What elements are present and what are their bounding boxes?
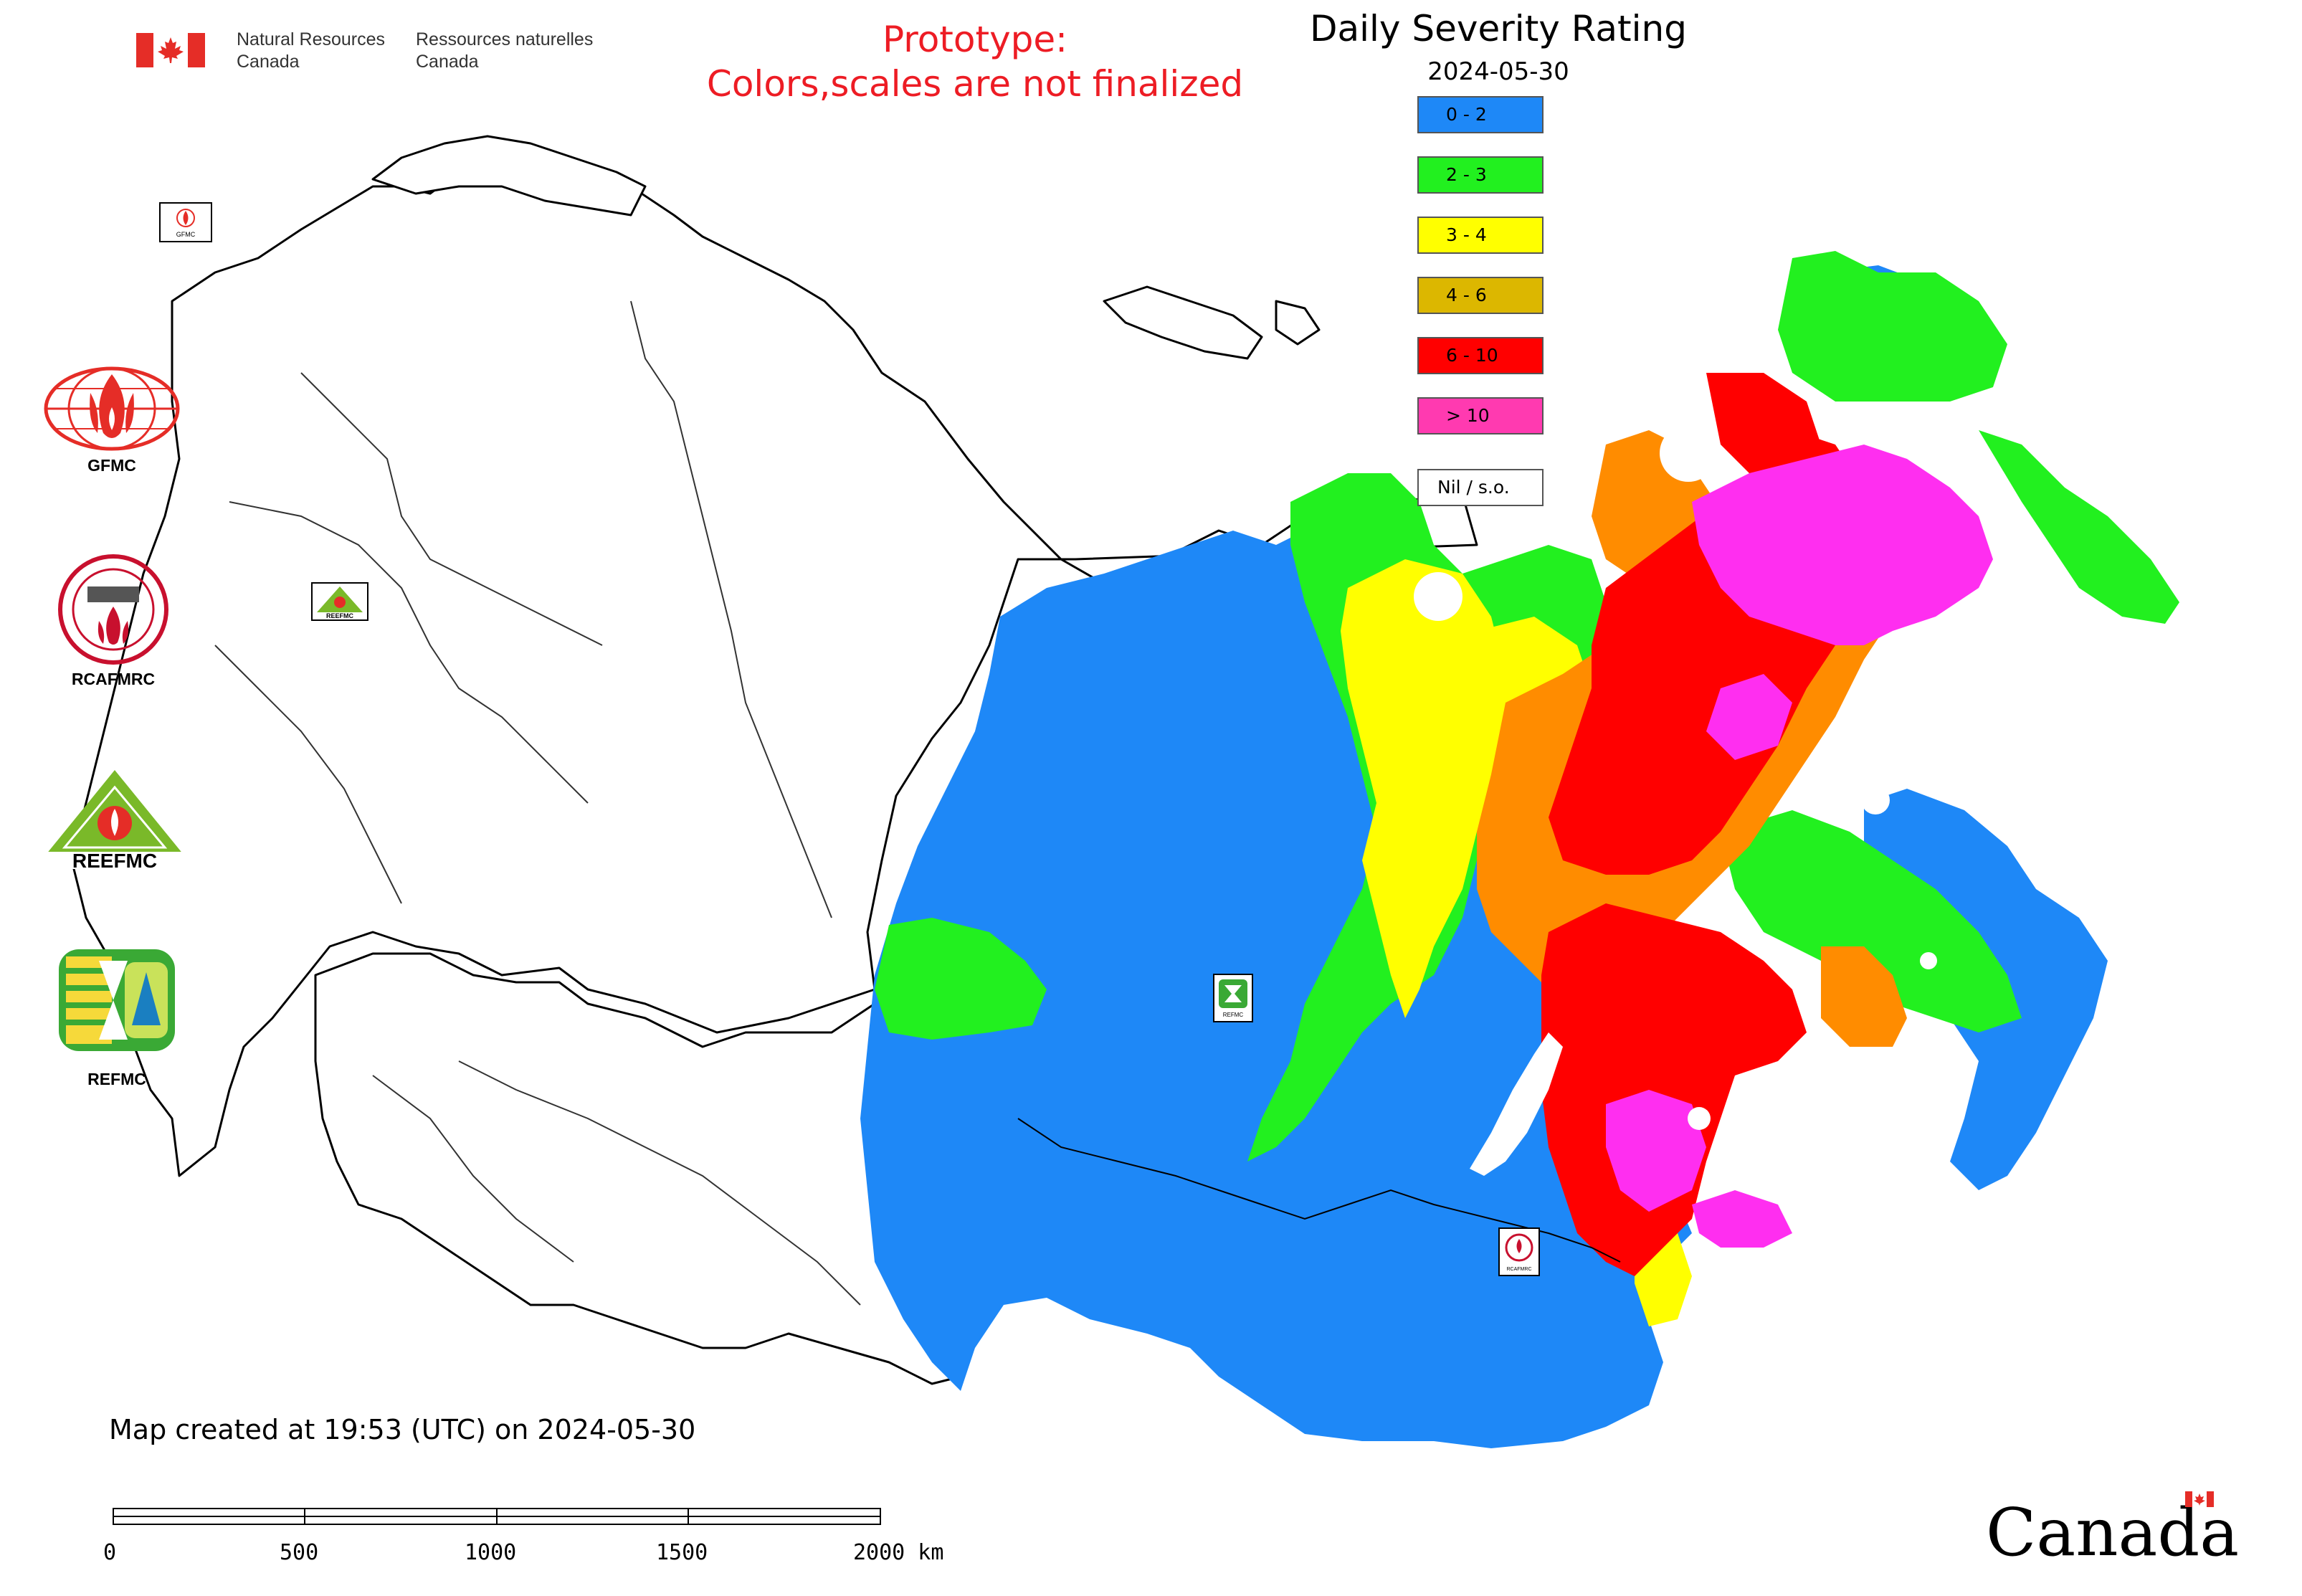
zone-over-10-magenta (1692, 445, 1993, 645)
zone-6-10-northeast (1706, 373, 1821, 473)
rcafmrc-marker-icon: RCAFMRC (1505, 1233, 1533, 1272)
legend-item-4-6: 4 - 6 (1417, 277, 1544, 314)
gfmc-marker-label: GFMC (176, 231, 196, 238)
agency-refmc[interactable]: REFMC (56, 946, 178, 1097)
zone-over-10-south (1606, 1090, 1706, 1212)
nil-patches (1414, 424, 2093, 1136)
agency-gfmc[interactable]: GFMC (40, 364, 184, 479)
lake-baikal (1470, 1032, 1563, 1176)
scale-tick-1500: 1500 (656, 1540, 708, 1565)
map-marker-rcafmrc[interactable]: RCAFMRC (1498, 1227, 1540, 1276)
zone-over-10-coast (1692, 1190, 1792, 1248)
rcafmrc-seal-icon (58, 554, 168, 665)
canada-flag-icon (136, 33, 205, 67)
zone-0-2 (860, 502, 1692, 1448)
legend-item-3-4: 3 - 4 (1417, 217, 1544, 254)
map-date: 2024-05-30 (1427, 57, 1569, 86)
legend-item-2-3: 2 - 3 (1417, 156, 1544, 194)
legend-item-6-10: 6 - 10 (1417, 337, 1544, 374)
zone-4-6-south-east (1821, 946, 1907, 1047)
scale-tick-500: 500 (280, 1540, 319, 1565)
zone-2-3-west (875, 918, 1047, 1040)
prototype-notice-line2: Colors,scales are not finalized (706, 63, 1244, 105)
gfmc-marker-icon: GFMC (176, 209, 196, 238)
prototype-notice: Prototype: Colors,scales are not finaliz… (631, 17, 1319, 106)
map-marker-gfmc[interactable]: GFMC (159, 202, 212, 242)
arctic-island-outline-2 (1275, 300, 1321, 346)
scale-bar: 0 500 1000 1500 2000 km (100, 1498, 975, 1577)
scale-bar-graphic (113, 1508, 881, 1525)
scale-tick-1000: 1000 (465, 1540, 517, 1565)
government-signature: Natural Resources Canada Ressources natu… (136, 29, 609, 79)
reefmc-marker-icon: REEFMC (317, 586, 363, 619)
zone-3-4 (1341, 559, 1520, 1018)
agency-rcafmrc[interactable]: RCAFMRC (56, 552, 171, 695)
legend-item-over-10: > 10 (1417, 397, 1544, 434)
country-outlines (70, 135, 1478, 1385)
agency-rcafmrc-label: RCAFMRC (71, 670, 156, 688)
canada-wordmark-text: Canada (1986, 1494, 2240, 1571)
scale-tick-0: 0 (103, 1540, 117, 1565)
prototype-notice-line1: Prototype: (882, 19, 1068, 60)
zone-2-3-east (1721, 810, 2022, 1032)
map-created-note: Map created at 19:53 (UTC) on 2024-05-30 (109, 1414, 696, 1445)
legend-item-0-2: 0 - 2 (1417, 96, 1544, 133)
map-marker-reefmc[interactable]: REEFMC (311, 582, 368, 621)
zone-over-10-mid (1706, 674, 1792, 760)
map-title: Daily Severity Rating (1309, 8, 1687, 49)
severity-zones (860, 251, 2179, 1448)
internal-boundaries (214, 300, 861, 1306)
refmc-sigma-icon (59, 949, 175, 1051)
wordmark-flag-icon (2185, 1491, 2214, 1507)
refmc-marker-label: REFMC (1223, 1012, 1244, 1018)
agency-reefmc[interactable]: REEFMC (37, 766, 192, 872)
zone-2-3-northeast (1778, 251, 2007, 402)
refmc-marker-icon: REFMC (1219, 979, 1247, 1018)
map-marker-refmc[interactable]: REFMC (1213, 974, 1253, 1022)
agency-gfmc-label: GFMC (87, 456, 136, 475)
agency-refmc-label: REFMC (87, 1070, 146, 1088)
arctic-island-outline (1103, 285, 1263, 360)
agency-reefmc-label: REEFMC (72, 850, 157, 872)
scale-tick-2000: 2000 km (853, 1540, 944, 1565)
department-name-en: Natural Resources Canada (237, 29, 386, 72)
canada-wordmark: Canada (1986, 1484, 2239, 1570)
central-asia-outline (314, 952, 962, 1385)
reefmc-triangle-icon: REEFMC (42, 770, 188, 872)
legend-item-nil: Nil / s.o. (1417, 469, 1544, 506)
zone-2-3-kamchatka (1979, 430, 2179, 624)
department-name-fr: Ressources naturelles Canada (416, 29, 594, 72)
scandinavia-outline (371, 135, 647, 217)
gfmc-globe-fire-icon (44, 366, 180, 451)
rcafmrc-marker-label: RCAFMRC (1507, 1267, 1532, 1272)
reefmc-marker-label: REEFMC (326, 612, 354, 619)
zone-6-10-south (1541, 903, 1807, 1276)
